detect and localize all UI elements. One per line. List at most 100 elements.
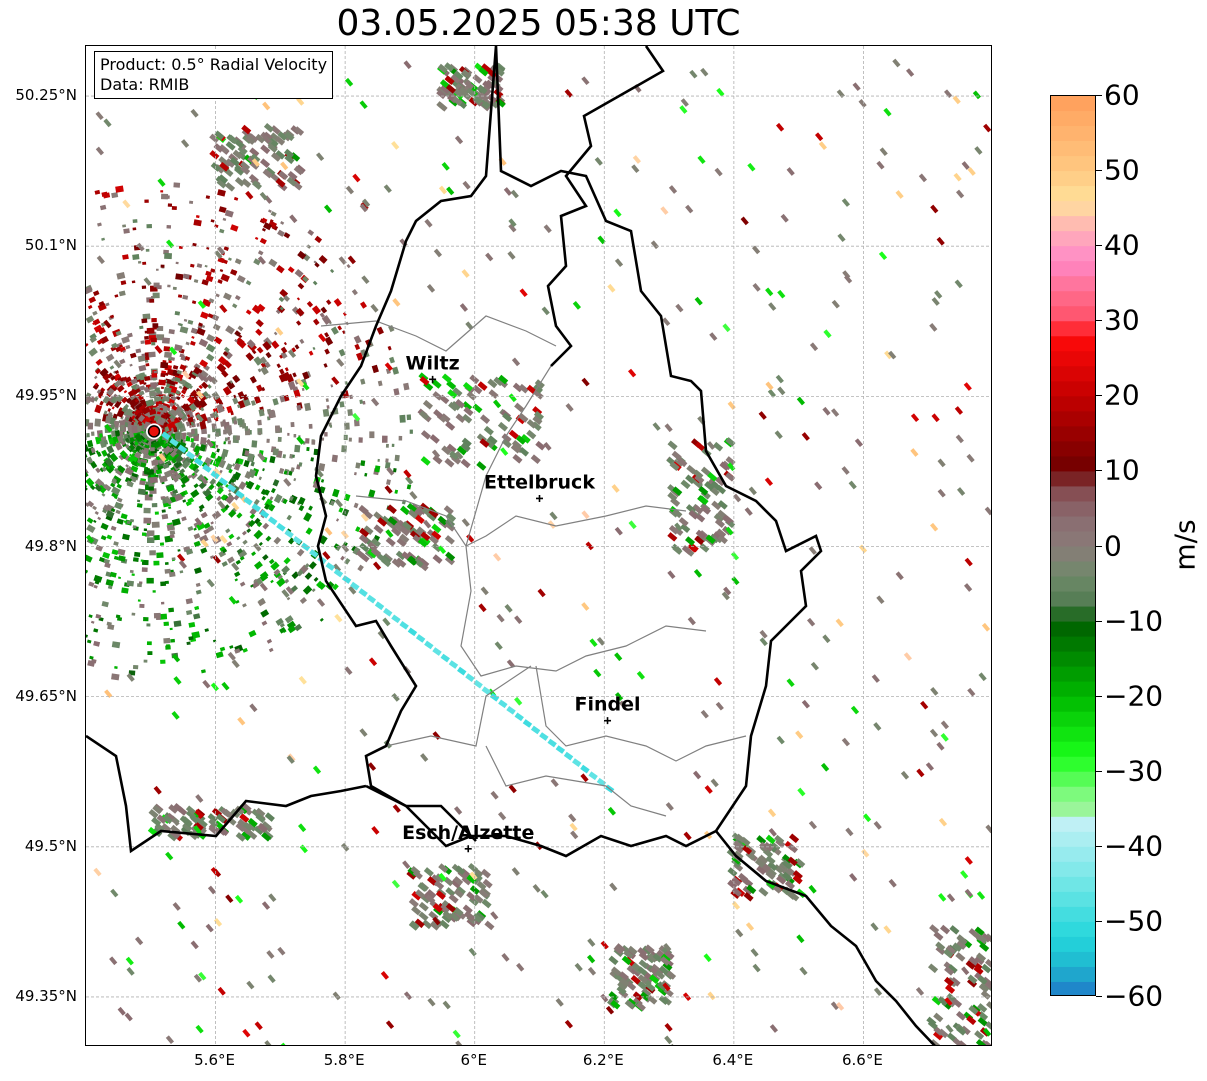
lat-tick-label: 49.8°N [24, 536, 77, 555]
colorbar-tick-mark [1096, 245, 1102, 247]
lat-tick-label: 49.35°N [15, 986, 77, 1005]
canton-boundaries [320, 315, 747, 817]
colorbar-tick-mark [1096, 320, 1102, 322]
colorbar-segment [1051, 876, 1095, 893]
colorbar-segment [1051, 96, 1095, 112]
colorbar-segment [1051, 381, 1095, 397]
colorbar-segment [1051, 936, 1095, 953]
lon-tick-label: 6.4°E [712, 1051, 754, 1069]
canton-boundary [320, 315, 557, 352]
city-label: Wiltz [406, 352, 460, 374]
lat-tick-label: 49.65°N [15, 686, 77, 705]
lon-tick-label: 6.2°E [582, 1051, 624, 1069]
lon-tick-label: 5.8°E [323, 1051, 365, 1069]
city-marker [604, 717, 612, 725]
colorbar-tick-label: 50 [1104, 153, 1140, 187]
colorbar-tick-label: −50 [1104, 904, 1164, 938]
product-info-box: Product: 0.5° Radial Velocity Data: RMIB [94, 51, 334, 99]
colorbar-segment [1051, 231, 1095, 247]
colorbar-segment [1051, 576, 1095, 593]
colorbar-segment [1051, 606, 1095, 623]
colorbar-tick-mark [1096, 545, 1102, 547]
colorbar-segment [1051, 246, 1095, 262]
colorbar-tick-label: −30 [1104, 754, 1164, 788]
colorbar-tick-mark [1096, 996, 1102, 997]
chart-title: 03.05.2025 05:38 UTC [336, 3, 741, 44]
lat-tick-label: 49.5°N [24, 836, 77, 855]
city-label: Ettelbruck [484, 471, 595, 493]
colorbar-tick-label: 30 [1104, 303, 1140, 337]
colorbar-tick-label: −60 [1104, 979, 1164, 1013]
luxembourg-border [314, 46, 823, 858]
colorbar-segment [1051, 921, 1095, 938]
colorbar-segment [1051, 201, 1095, 217]
colorbar-segment [1051, 621, 1095, 638]
radar-map[interactable]: Wiltz Ettelbruck Findel Esch/Alzette [85, 45, 992, 1046]
colorbar-segment [1051, 546, 1095, 563]
canton-boundary [460, 545, 707, 677]
colorbar-segment [1051, 351, 1095, 367]
colorbar-segment [1051, 321, 1095, 337]
lat-tick-label: 50.25°N [15, 86, 77, 105]
colorbar-segment [1051, 411, 1095, 427]
canton-boundary [485, 745, 667, 817]
colorbar-tick-mark [1096, 845, 1102, 847]
colorbar-segment [1051, 216, 1095, 232]
canton-boundary [355, 495, 687, 547]
colorbar-tick-label: 60 [1104, 78, 1140, 112]
lat-tick-label: 50.1°N [24, 236, 77, 255]
colorbar-segment [1051, 336, 1095, 352]
velocity-colorbar [1050, 95, 1096, 996]
colorbar-segment [1051, 636, 1095, 653]
colorbar-segment [1051, 831, 1095, 848]
colorbar-tick-label: −10 [1104, 604, 1164, 638]
colorbar-segment [1051, 156, 1095, 172]
colorbar-segment [1051, 816, 1095, 833]
data-source-label: Data: RMIB [100, 75, 190, 94]
city-label: Esch/Alzette [402, 822, 534, 844]
lon-tick-label: 6°E [460, 1051, 487, 1069]
colorbar-tick-mark [1096, 695, 1102, 697]
colorbar-segment [1051, 561, 1095, 578]
colorbar-segment [1051, 501, 1095, 518]
colorbar-segment [1051, 846, 1095, 863]
colorbar-segment [1051, 111, 1095, 127]
colorbar-gradient [1051, 96, 1095, 995]
colorbar-segment [1051, 711, 1095, 728]
colorbar-segment [1051, 696, 1095, 713]
map-gridlines [86, 46, 991, 1045]
lat-tick-label: 49.95°N [15, 386, 77, 405]
colorbar-segment [1051, 396, 1095, 412]
colorbar-segment [1051, 516, 1095, 533]
colorbar-segment [1051, 486, 1095, 503]
colorbar-segment [1051, 456, 1095, 473]
city-marker [429, 375, 437, 383]
canton-boundary [385, 665, 532, 747]
colorbar-tick-mark [1096, 770, 1102, 772]
colorbar-segment [1051, 786, 1095, 803]
radar-site-marker [147, 425, 161, 438]
country-border-segment [86, 734, 367, 854]
colorbar-segment [1051, 261, 1095, 277]
colorbar-segment [1051, 171, 1095, 187]
colorbar-tick-label: 40 [1104, 228, 1140, 262]
colorbar-segment [1051, 681, 1095, 698]
map-canvas: Wiltz Ettelbruck Findel Esch/Alzette [86, 46, 991, 1045]
canton-boundary [465, 365, 552, 547]
colorbar-segment [1051, 126, 1095, 142]
colorbar-tick-label: −20 [1104, 679, 1164, 713]
colorbar-segment [1051, 741, 1095, 758]
colorbar-segment [1051, 951, 1095, 968]
colorbar-segment [1051, 591, 1095, 608]
colorbar-tick-label: 20 [1104, 378, 1140, 412]
colorbar-tick-mark [1096, 620, 1102, 622]
country-border-segment [365, 784, 477, 842]
colorbar-segment [1051, 531, 1095, 548]
colorbar-segment [1051, 801, 1095, 818]
colorbar-segment [1051, 291, 1095, 307]
city-markers: Wiltz Ettelbruck Findel Esch/Alzette [402, 352, 641, 853]
radar-site [146, 423, 163, 440]
colorbar-segment [1051, 366, 1095, 382]
colorbar-segment [1051, 861, 1095, 878]
colorbar-segment [1051, 981, 1095, 995]
